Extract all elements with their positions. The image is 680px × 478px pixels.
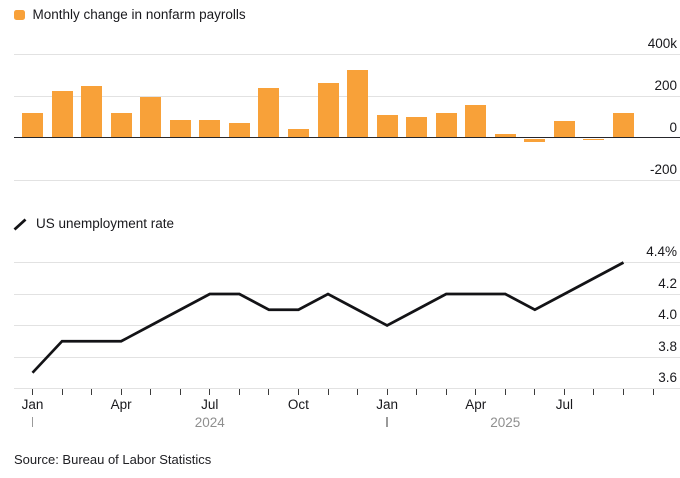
payrolls-bar bbox=[524, 139, 546, 142]
payrolls-bar bbox=[376, 114, 398, 138]
axis-tick bbox=[416, 389, 418, 395]
payrolls-bar bbox=[317, 83, 339, 138]
axis-tick bbox=[268, 389, 270, 395]
x-axis-label: Jul bbox=[555, 396, 574, 412]
axis-tick bbox=[238, 389, 240, 395]
payrolls-bar bbox=[406, 116, 428, 138]
axis-tick bbox=[534, 389, 536, 395]
axis-tick bbox=[297, 389, 299, 395]
payrolls-bar bbox=[465, 104, 487, 138]
axis-tick bbox=[209, 389, 211, 395]
x-axis-label: Jan bbox=[376, 396, 398, 412]
y-axis-label-unemployment: 3.6 bbox=[658, 370, 677, 385]
y-axis-label-unemployment: 4.0 bbox=[658, 307, 677, 322]
payrolls-bar bbox=[258, 87, 280, 138]
x-axis-label: Jul bbox=[201, 396, 219, 412]
x-axis-label: Apr bbox=[465, 396, 487, 412]
orange-square-icon bbox=[14, 9, 25, 21]
axis-tick bbox=[32, 389, 33, 395]
axis-tick bbox=[504, 389, 506, 395]
year-label: 2024 bbox=[194, 414, 225, 430]
axis-tick bbox=[563, 389, 565, 395]
payrolls-bar bbox=[347, 70, 369, 138]
x-axis-label: Apr bbox=[110, 396, 132, 412]
gridline bbox=[14, 388, 680, 389]
axis-tick bbox=[327, 389, 329, 395]
y-axis-label-payrolls: 0 bbox=[669, 119, 677, 135]
y-axis-label-payrolls: 200 bbox=[654, 77, 677, 93]
payrolls-bar bbox=[140, 97, 162, 138]
gridline bbox=[14, 179, 680, 181]
gridline bbox=[14, 325, 680, 326]
gridline bbox=[14, 95, 680, 97]
axis-tick bbox=[386, 389, 388, 395]
axis-tick bbox=[475, 389, 477, 395]
gridline bbox=[14, 293, 680, 295]
payrolls-bar bbox=[228, 123, 250, 138]
y-axis-label-unemployment: 3.8 bbox=[658, 338, 677, 354]
year-label: 2025 bbox=[490, 414, 521, 430]
x-axis-label: Oct bbox=[287, 396, 309, 412]
diagonal-line-icon bbox=[13, 218, 27, 231]
axis-tick bbox=[357, 389, 359, 395]
axis-tick bbox=[150, 389, 152, 395]
axis-tick bbox=[652, 389, 654, 395]
gridline bbox=[14, 356, 680, 358]
payrolls-bar bbox=[81, 86, 103, 138]
gridline bbox=[14, 53, 680, 55]
axis-tick bbox=[61, 389, 63, 395]
axis-tick bbox=[623, 389, 624, 395]
payrolls-bar bbox=[22, 113, 43, 138]
unemployment-legend: US unemployment rate bbox=[12, 215, 174, 233]
payrolls-bar bbox=[199, 119, 221, 138]
payrolls-bar bbox=[169, 119, 191, 138]
payrolls-bar bbox=[553, 121, 575, 138]
payrolls-bar bbox=[494, 134, 516, 138]
payrolls-bar bbox=[287, 128, 309, 138]
payrolls-legend-label: Monthly change in nonfarm payrolls bbox=[32, 7, 246, 22]
y-axis-label-unemployment: 4.4% bbox=[646, 244, 677, 259]
y-axis-label-unemployment: 4.2 bbox=[658, 275, 677, 291]
payrolls-legend: Monthly change in nonfarm payrolls bbox=[14, 6, 246, 24]
source-note: Source: Bureau of Labor Statistics bbox=[14, 452, 212, 467]
axis-tick bbox=[179, 389, 181, 395]
year-start-marker bbox=[386, 416, 388, 427]
axis-tick bbox=[593, 389, 595, 395]
payrolls-bar bbox=[583, 139, 605, 140]
payrolls-bar bbox=[51, 91, 73, 138]
payrolls-bar bbox=[110, 113, 132, 138]
y-axis-label-payrolls: -200 bbox=[649, 161, 677, 177]
axis-tick bbox=[91, 389, 93, 395]
y-axis-label-payrolls: 400k bbox=[647, 35, 677, 51]
axis-tick bbox=[120, 389, 122, 395]
payrolls-bar bbox=[613, 113, 634, 138]
unemployment-legend-label: US unemployment rate bbox=[36, 216, 175, 231]
x-axis-label: Jan bbox=[21, 396, 44, 412]
gridline bbox=[14, 262, 680, 263]
zero-axis-line bbox=[14, 136, 680, 139]
year-start-marker bbox=[31, 416, 34, 427]
axis-tick bbox=[445, 389, 447, 395]
payrolls-bar bbox=[435, 112, 457, 138]
